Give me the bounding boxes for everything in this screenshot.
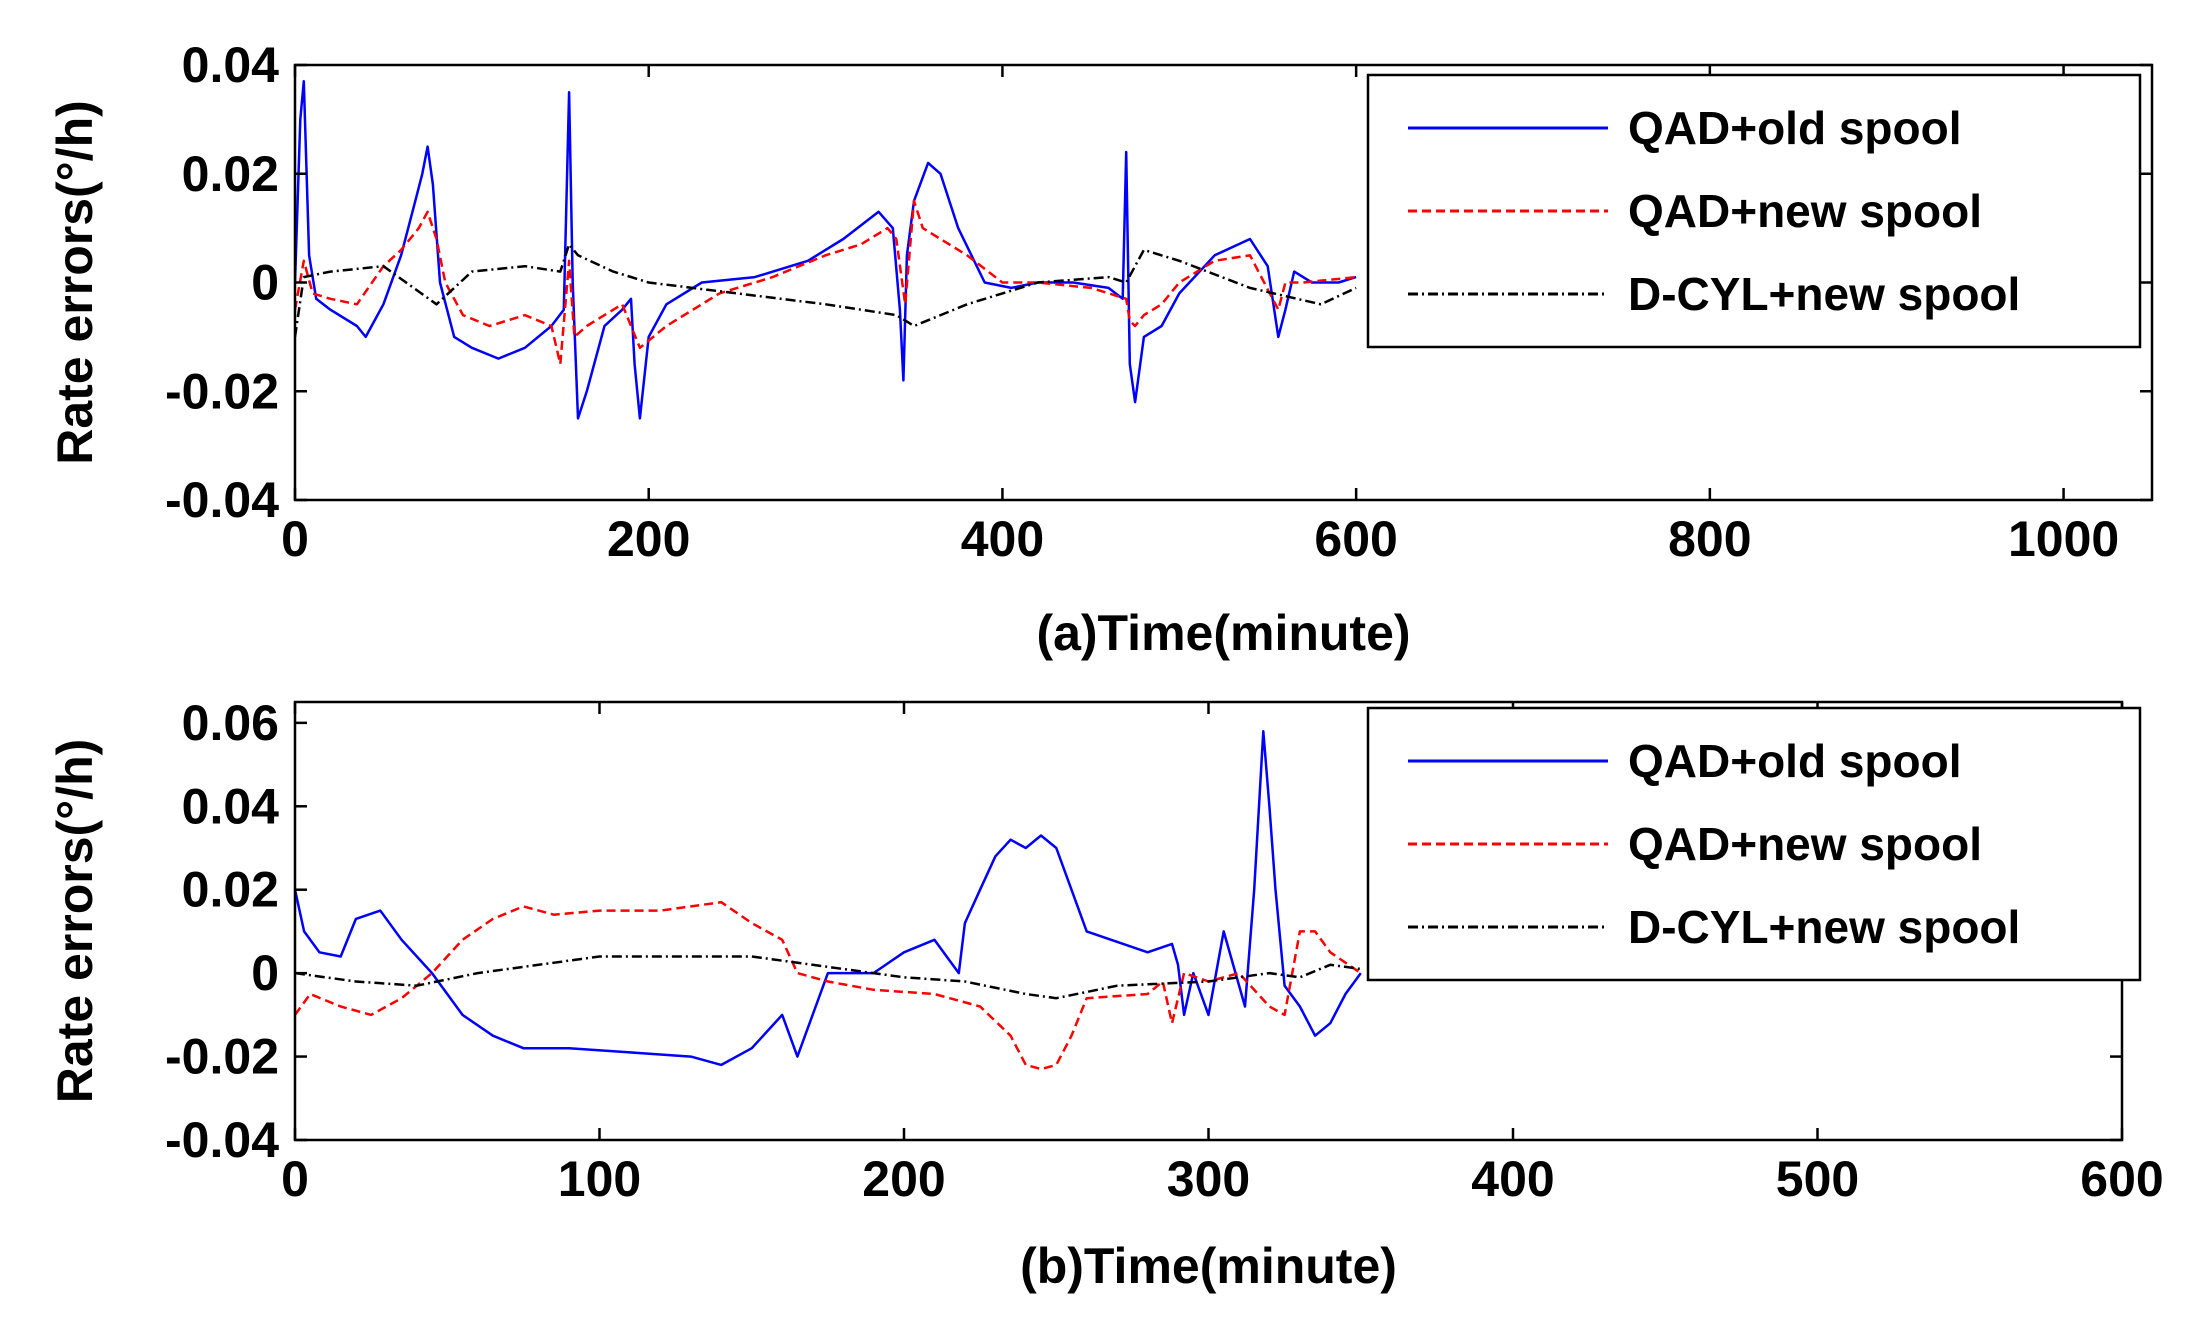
- y-tick-label: -0.04: [165, 1112, 279, 1168]
- x-axis-label: (b)Time(minute): [1020, 1238, 1397, 1294]
- y-tick-label: 0.02: [182, 862, 279, 918]
- y-tick-label: 0: [251, 945, 279, 1001]
- y-tick-label: 0.04: [182, 37, 280, 93]
- x-tick-label: 100: [558, 1151, 641, 1207]
- x-tick-label: 0: [281, 511, 309, 567]
- x-tick-label: 200: [607, 511, 690, 567]
- series-line-d-cyl-new-spool: [295, 243, 1357, 338]
- y-tick-label: -0.04: [165, 472, 279, 528]
- x-tick-label: 200: [862, 1151, 945, 1207]
- series-line-qad-old-spool: [295, 729, 1362, 1067]
- x-tick-label: 500: [1776, 1151, 1859, 1207]
- y-tick-label: 0.04: [182, 778, 280, 834]
- y-tick-label: 0.06: [182, 695, 279, 751]
- x-tick-label: 800: [1668, 511, 1751, 567]
- legend: QAD+old spool QAD+new spool D-CYL+new spoo…: [1366, 73, 2142, 349]
- y-tick-label: 0.02: [182, 146, 279, 202]
- y-tick-label: 0: [251, 255, 279, 311]
- x-axis-label: (a)Time(minute): [1036, 605, 1410, 661]
- series-group: [295, 80, 1357, 420]
- x-tick-label: 300: [1167, 1151, 1250, 1207]
- x-tick-label: 1000: [2008, 511, 2119, 567]
- x-tick-label: 0: [281, 1151, 309, 1207]
- series-group: [295, 729, 1362, 1071]
- legend-label: QAD+new spool: [1628, 185, 1982, 237]
- series-line-qad-old-spool: [295, 80, 1357, 420]
- x-tick-label: 600: [2080, 1151, 2163, 1207]
- y-axis-label: Rate errors(°/h): [47, 739, 103, 1104]
- legend-label: D-CYL+new spool: [1628, 901, 2020, 953]
- legend: QAD+old spool QAD+new spool D-CYL+new spoo…: [1366, 706, 2142, 982]
- x-tick-label: 400: [961, 511, 1044, 567]
- legend-label: QAD+old spool: [1628, 735, 1962, 787]
- series-line-qad-new-spool: [295, 199, 1357, 366]
- panel-a: 0 200 400 600 800 1000 -0.04 -0.02 0 0.02 0.04 (a)T…: [47, 37, 2154, 661]
- series-line-d-cyl-new-spool: [295, 955, 1361, 1000]
- legend-label: QAD+old spool: [1628, 102, 1962, 154]
- x-tick-label: 400: [1471, 1151, 1554, 1207]
- y-tick-label: -0.02: [165, 363, 279, 419]
- y-axis-label: Rate errors(°/h): [47, 100, 103, 465]
- legend-label: QAD+new spool: [1628, 818, 1982, 870]
- x-tick-label: 600: [1314, 511, 1397, 567]
- series-line-qad-new-spool: [295, 900, 1362, 1071]
- panel-b: 0 100 200 300 400 500 600 -0.04 -0.02 0 0.02 0.04 0.…: [47, 695, 2164, 1294]
- y-tick-label: -0.02: [165, 1029, 279, 1085]
- legend-label: D-CYL+new spool: [1628, 268, 2020, 320]
